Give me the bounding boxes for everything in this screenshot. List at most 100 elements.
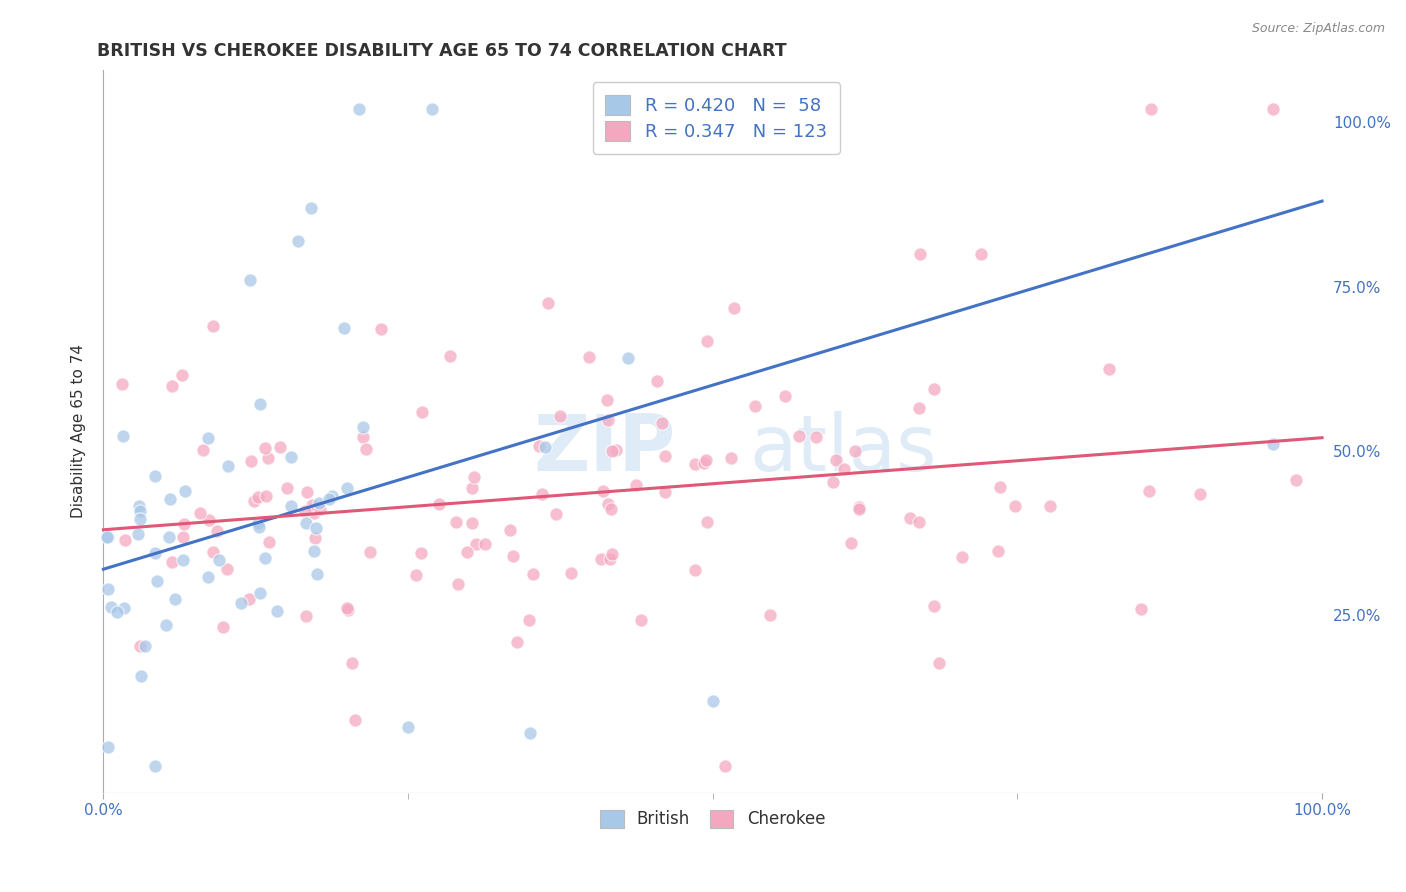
Point — [155, 617, 177, 632]
Point — [645, 374, 668, 388]
Point — [592, 484, 614, 499]
Point — [205, 524, 228, 538]
Point — [294, 504, 316, 518]
Point — [651, 416, 673, 430]
Point — [596, 413, 619, 427]
Point — [1263, 437, 1285, 451]
Point — [105, 605, 128, 619]
Point — [128, 639, 150, 653]
Point — [1140, 102, 1163, 116]
Point — [129, 512, 152, 526]
Point — [266, 604, 288, 618]
Point — [429, 497, 451, 511]
Point — [134, 640, 156, 654]
Point — [172, 553, 194, 567]
Point — [299, 201, 322, 215]
Point — [253, 551, 276, 566]
Point — [519, 726, 541, 740]
Point — [111, 377, 134, 392]
Point — [987, 544, 1010, 558]
Point — [446, 576, 468, 591]
Point — [405, 568, 427, 582]
Point — [97, 582, 120, 596]
Point — [461, 516, 484, 530]
Point — [693, 456, 716, 470]
Point — [537, 296, 560, 310]
Point — [834, 461, 856, 475]
Point — [96, 531, 118, 545]
Point — [359, 544, 381, 558]
Point — [343, 713, 366, 727]
Point — [257, 535, 280, 549]
Point — [246, 490, 269, 504]
Point — [143, 469, 166, 483]
Point — [422, 102, 444, 116]
Point — [1263, 102, 1285, 116]
Point — [247, 519, 270, 533]
Point — [254, 441, 277, 455]
Point — [759, 608, 782, 623]
Point — [1129, 601, 1152, 615]
Point — [114, 533, 136, 547]
Point — [1189, 486, 1212, 500]
Point — [249, 585, 271, 599]
Point — [333, 321, 356, 335]
Point — [165, 592, 187, 607]
Point — [308, 501, 330, 516]
Point — [900, 511, 922, 525]
Point — [696, 334, 718, 348]
Point — [173, 516, 195, 531]
Point — [439, 349, 461, 363]
Text: atlas: atlas — [749, 411, 938, 487]
Point — [202, 545, 225, 559]
Point — [249, 397, 271, 411]
Point — [1137, 483, 1160, 498]
Point — [143, 545, 166, 559]
Point — [499, 524, 522, 538]
Point — [247, 516, 270, 531]
Point — [598, 497, 620, 511]
Point — [295, 516, 318, 531]
Point — [146, 574, 169, 588]
Point — [128, 499, 150, 513]
Point — [352, 430, 374, 444]
Point — [600, 547, 623, 561]
Point — [321, 489, 343, 503]
Point — [143, 759, 166, 773]
Point — [596, 392, 619, 407]
Point — [280, 450, 302, 465]
Point — [744, 399, 766, 413]
Point — [269, 440, 291, 454]
Point — [335, 482, 357, 496]
Point — [242, 494, 264, 508]
Point — [212, 620, 235, 634]
Point — [256, 450, 278, 465]
Point — [157, 530, 180, 544]
Point — [160, 379, 183, 393]
Point — [342, 656, 364, 670]
Point — [280, 499, 302, 513]
Point — [174, 483, 197, 498]
Point — [533, 440, 555, 454]
Point — [287, 234, 309, 248]
Point — [336, 600, 359, 615]
Point — [683, 563, 706, 577]
Point — [97, 530, 120, 544]
Point — [295, 485, 318, 500]
Point — [522, 567, 544, 582]
Point — [308, 496, 330, 510]
Point — [922, 382, 945, 396]
Point — [396, 720, 419, 734]
Point — [1098, 361, 1121, 376]
Point — [129, 504, 152, 518]
Point — [908, 401, 931, 415]
Point — [159, 491, 181, 506]
Point — [464, 537, 486, 551]
Point — [127, 527, 149, 541]
Point — [544, 507, 567, 521]
Point — [188, 506, 211, 520]
Point — [474, 537, 496, 551]
Point — [463, 470, 485, 484]
Point — [112, 600, 135, 615]
Point — [599, 551, 621, 566]
